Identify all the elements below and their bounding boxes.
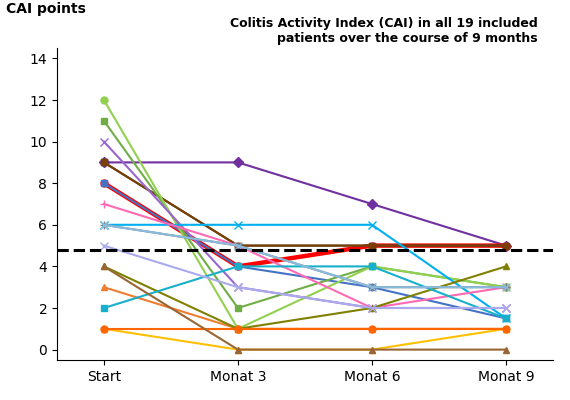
Text: Colitis Activity Index (CAI) in all 19 included
patients over the course of 9 mo: Colitis Activity Index (CAI) in all 19 i… — [230, 17, 538, 45]
Text: CAI points: CAI points — [6, 2, 86, 16]
